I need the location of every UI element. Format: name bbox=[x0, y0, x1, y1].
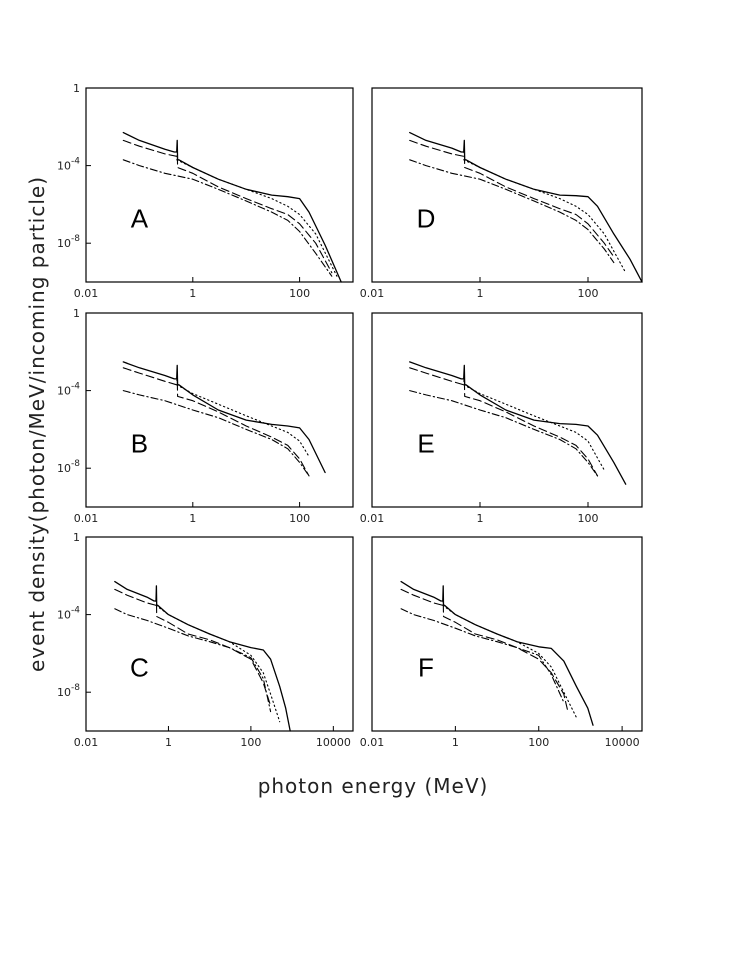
series-dashdot bbox=[114, 608, 272, 713]
series-dashed bbox=[114, 588, 272, 707]
panel-a: 0.01 1 100 1 10-4 10-8 A bbox=[57, 82, 354, 300]
panel-label: C bbox=[130, 653, 149, 683]
series-dotted bbox=[463, 384, 605, 471]
series-dashdot bbox=[122, 159, 333, 277]
x-tick-label: 10000 bbox=[316, 736, 351, 749]
series-dotted bbox=[463, 159, 627, 274]
plot-frame bbox=[371, 312, 643, 508]
x-tick-label: 0.01 bbox=[360, 512, 385, 525]
x-tick-label: 100 bbox=[289, 512, 310, 525]
series-dotted bbox=[176, 384, 310, 458]
series-dashed bbox=[409, 367, 599, 477]
series-solid bbox=[409, 361, 627, 485]
y-tick-label: 1 bbox=[73, 531, 80, 544]
plot-frame bbox=[85, 312, 354, 508]
panel-d: 0.01 1 100 D bbox=[360, 87, 643, 300]
panel-label: E bbox=[417, 429, 434, 459]
x-tick-label: 100 bbox=[289, 287, 310, 300]
y-tick-label: 1 bbox=[73, 82, 80, 95]
x-tick-label: 0.01 bbox=[74, 512, 99, 525]
panel-label: D bbox=[417, 204, 436, 234]
x-tick-label: 0.01 bbox=[74, 736, 99, 749]
x-tick-label: 100 bbox=[578, 287, 599, 300]
panel-label: F bbox=[418, 653, 434, 683]
series-solid bbox=[122, 131, 342, 283]
series-dashed bbox=[122, 139, 333, 274]
y-tick-label: 10-4 bbox=[57, 157, 80, 173]
series-dashed bbox=[122, 367, 310, 477]
x-tick-label: 1 bbox=[165, 736, 172, 749]
panel-e: 0.01 1 100 E bbox=[360, 312, 643, 525]
series-dashdot bbox=[122, 390, 310, 477]
x-tick-label: 0.01 bbox=[360, 736, 385, 749]
panel-c: 0.01 1 100 10000 1 10-4 10-8 C bbox=[57, 531, 354, 749]
series-solid bbox=[122, 361, 326, 474]
y-tick-label: 1 bbox=[73, 307, 80, 320]
x-tick-label: 100 bbox=[528, 736, 549, 749]
plot-frame bbox=[85, 536, 354, 732]
y-tick-label: 10-8 bbox=[57, 683, 80, 699]
plot-frame bbox=[371, 536, 643, 732]
series-dotted bbox=[442, 604, 577, 718]
x-tick-label: 10000 bbox=[605, 736, 640, 749]
series-dashdot bbox=[409, 390, 599, 477]
panel-f: 0.01 1 100 10000 F bbox=[360, 536, 643, 749]
x-tick-label: 1 bbox=[477, 512, 484, 525]
x-tick-label: 100 bbox=[578, 512, 599, 525]
x-axis-title: photon energy (MeV) bbox=[258, 774, 489, 798]
series-dotted bbox=[176, 159, 338, 277]
panel-label: B bbox=[131, 429, 148, 459]
y-axis-title: event density(photon/MeV/incoming partic… bbox=[25, 176, 49, 672]
x-tick-label: 1 bbox=[189, 287, 196, 300]
series-dashed bbox=[409, 139, 615, 258]
series-dashed bbox=[400, 588, 569, 713]
y-tick-label: 10-4 bbox=[57, 606, 80, 622]
series-dashdot bbox=[400, 608, 565, 703]
series-dotted bbox=[155, 604, 281, 723]
plot-frame bbox=[85, 87, 354, 283]
panel-label: A bbox=[131, 204, 149, 234]
plot-frame bbox=[371, 87, 643, 283]
x-tick-label: 100 bbox=[240, 736, 261, 749]
y-tick-label: 10-8 bbox=[57, 234, 80, 250]
series-dashdot bbox=[409, 159, 615, 264]
x-tick-label: 1 bbox=[452, 736, 459, 749]
series-solid bbox=[409, 131, 643, 283]
x-tick-label: 0.01 bbox=[74, 287, 99, 300]
x-tick-label: 0.01 bbox=[360, 287, 385, 300]
panel-b: 0.01 1 100 1 10-4 10-8 B bbox=[57, 307, 354, 525]
y-tick-label: 10-4 bbox=[57, 382, 80, 398]
y-tick-label: 10-8 bbox=[57, 459, 80, 475]
x-tick-label: 1 bbox=[477, 287, 484, 300]
x-tick-label: 1 bbox=[189, 512, 196, 525]
